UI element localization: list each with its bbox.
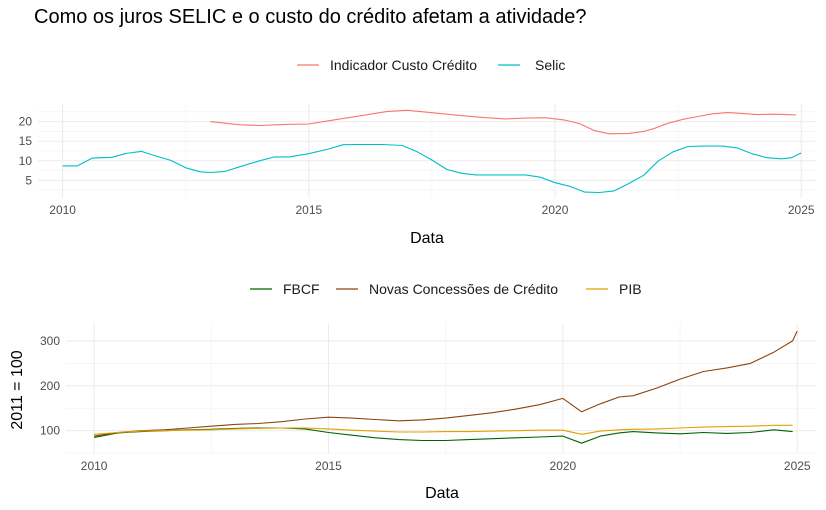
legend-label-selic: Selic <box>535 57 565 73</box>
x-tick-label: 2015 <box>295 203 322 217</box>
legend-label-pib: PIB <box>619 281 642 297</box>
x-tick-label: 2025 <box>788 203 815 217</box>
x-axis-title-top: Data <box>410 230 444 247</box>
legend-label-fbcf: FBCF <box>283 281 320 297</box>
y-tick-label: 20 <box>19 115 33 129</box>
y-tick-label: 300 <box>40 334 60 348</box>
legend-label-custo-credito: Indicador Custo Crédito <box>330 57 477 73</box>
bottom-chart-series-2 <box>94 424 793 435</box>
top-chart-series-0 <box>210 109 797 135</box>
x-tick-label: 2025 <box>784 459 811 473</box>
plot-atividade: 2010 2015 2020 2025 100 200 300 <box>40 323 816 473</box>
y-tick-label: 100 <box>40 424 60 438</box>
y-tick-label: 15 <box>19 134 33 148</box>
x-tick-label: 2015 <box>315 459 342 473</box>
x-tick-label: 2010 <box>81 459 108 473</box>
legend-label-concessoes: Novas Concessões de Crédito <box>369 281 558 297</box>
page-title: Como os juros SELIC e o custo do crédito… <box>34 6 587 28</box>
legend-bottom: FBCF Novas Concessões de Crédito PIB <box>250 281 642 297</box>
plot-selic-custo: 2010 2015 2020 2025 5 10 15 20 <box>19 104 816 217</box>
y-axis-title-bottom: 2011 = 100 <box>9 350 26 429</box>
x-tick-label: 2020 <box>550 459 577 473</box>
top-chart-series-1 <box>62 143 802 194</box>
x-tick-label: 2010 <box>49 203 76 217</box>
bottom-chart-series-1 <box>94 330 798 437</box>
y-tick-label: 5 <box>25 173 32 187</box>
y-tick-label: 200 <box>40 379 60 393</box>
legend-top: Indicador Custo Crédito Selic <box>297 57 565 73</box>
y-tick-label: 10 <box>19 154 33 168</box>
x-tick-label: 2020 <box>542 203 569 217</box>
x-axis-title-bottom: Data <box>425 485 459 502</box>
